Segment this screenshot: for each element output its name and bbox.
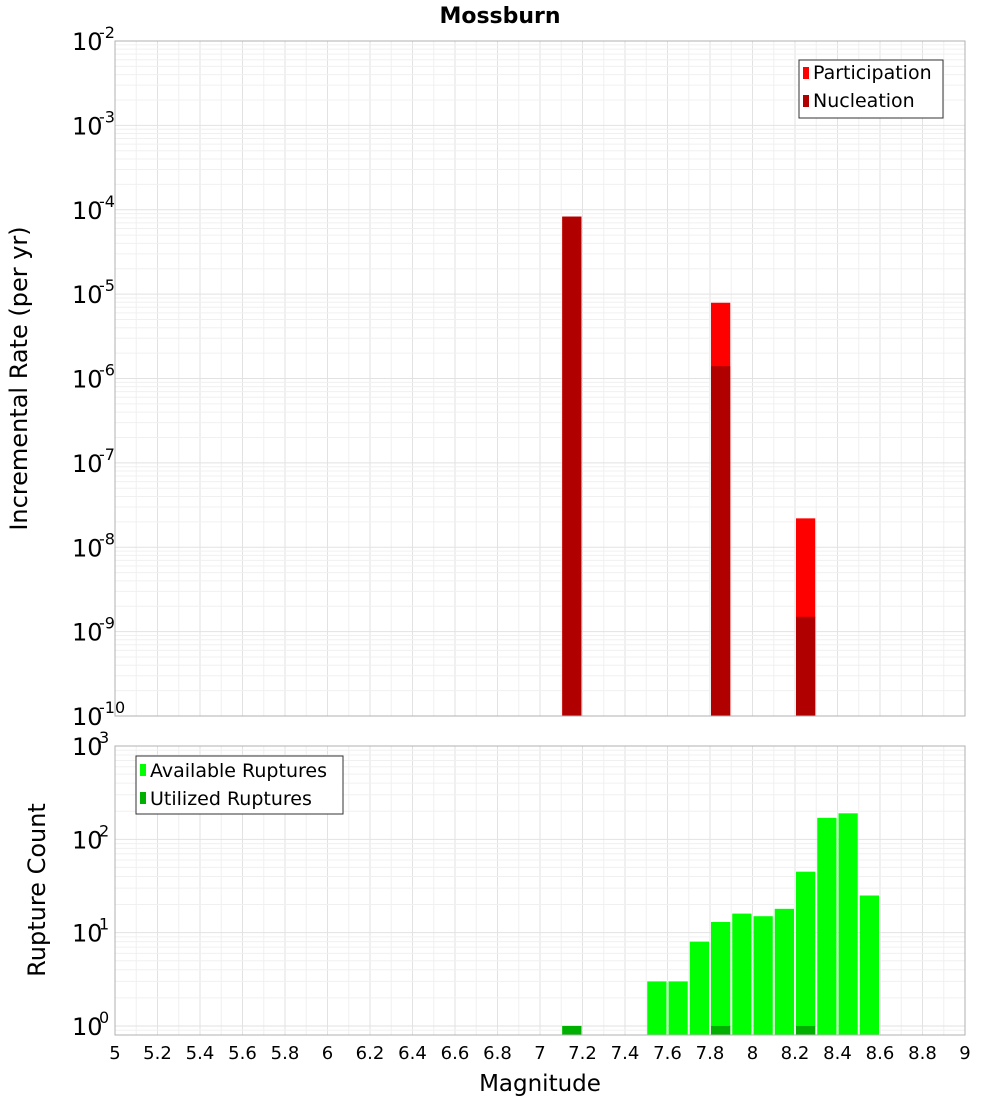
y-tick-label: 10 [72, 733, 103, 761]
legend-swatch-nucleation [803, 95, 809, 107]
x-tick-label: 6.8 [483, 1043, 512, 1064]
rate-bar-nucleation [711, 366, 731, 716]
count-bar-available-ruptures [774, 908, 794, 1035]
bottom-plot-border [114, 745, 966, 1036]
x-tick-label: 5.2 [143, 1043, 172, 1064]
y-tick-exponent: -7 [99, 445, 115, 464]
x-tick-label: 7.4 [611, 1043, 640, 1064]
y-tick-label: 10 [72, 112, 103, 140]
y-tick-label: 10 [72, 28, 103, 56]
y-tick-exponent: 1 [99, 915, 109, 934]
y-tick-label: 10 [72, 197, 103, 225]
count-bar-available-ruptures [796, 871, 816, 1035]
count-bar-available-ruptures [753, 916, 773, 1035]
y-tick-exponent: 0 [99, 1008, 109, 1027]
x-axis-label: Magnitude [479, 1071, 601, 1097]
y-tick-label: 10 [72, 534, 103, 562]
x-tick-label: 8.4 [823, 1043, 852, 1064]
count-bar-available-ruptures [668, 981, 688, 1035]
top-bars [562, 216, 816, 716]
chart-title: Mossburn [439, 4, 560, 29]
y-tick-label: 10 [72, 703, 103, 731]
count-bar-available-ruptures [838, 813, 858, 1035]
x-tick-label: 6.4 [398, 1043, 427, 1064]
y-tick-label: 10 [72, 826, 103, 854]
x-tick-label: 5.4 [186, 1043, 215, 1064]
y-tick-exponent: -5 [99, 276, 115, 295]
top-grid [114, 40, 966, 717]
x-tick-label: 7.8 [696, 1043, 725, 1064]
y-tick-exponent: -3 [99, 107, 115, 126]
x-tick-label: 5 [109, 1043, 120, 1064]
x-tick-label: 6.6 [441, 1043, 470, 1064]
count-bar-available-ruptures [859, 895, 879, 1035]
legend-swatch-participation [803, 67, 809, 79]
x-tick-label: 8.6 [866, 1043, 895, 1064]
top-panel: 10-210-310-410-510-610-710-810-910-10 In… [5, 23, 966, 731]
y-tick-label: 10 [72, 450, 103, 478]
y-tick-exponent: -4 [99, 192, 115, 211]
legend-label-participation: Participation [813, 62, 932, 84]
rate-bar-nucleation [796, 616, 816, 716]
y-tick-label: 10 [72, 920, 103, 948]
y-tick-label: 10 [72, 366, 103, 394]
x-tick-label: 6.2 [356, 1043, 385, 1064]
count-bar-available-ruptures [817, 817, 837, 1035]
x-tick-label: 9 [959, 1043, 970, 1064]
bottom-y-axis-label: Rupture Count [23, 803, 51, 977]
bottom-legend-box [135, 755, 344, 815]
count-bar-utilized-ruptures [711, 1025, 731, 1035]
x-tick-label: 7 [534, 1043, 545, 1064]
x-tick-labels: 5 5.2 5.4 5.6 5.8 6 6.2 6.4 6.6 6.8 7 7.2 7.4 7.6 7.8 8… [109, 1043, 970, 1064]
count-bar-available-ruptures [711, 922, 731, 1035]
legend-swatch-available [140, 764, 146, 776]
x-tick-label: 5.6 [228, 1043, 257, 1064]
y-tick-exponent: -10 [99, 698, 125, 717]
x-tick-label: 5.8 [271, 1043, 300, 1064]
x-tick-label: 8.8 [908, 1043, 937, 1064]
y-tick-exponent: 3 [99, 728, 109, 747]
x-tick-label: 6 [322, 1043, 333, 1064]
legend-label-utilized: Utilized Ruptures [150, 788, 312, 810]
top-y-axis-label: Incremental Rate (per yr) [5, 226, 33, 530]
top-legend-box [798, 59, 944, 119]
count-bar-utilized-ruptures [562, 1025, 582, 1035]
bottom-legend: Available Ruptures Utilized Ruptures [135, 755, 344, 815]
x-tick-label: 7.6 [653, 1043, 682, 1064]
y-tick-exponent: -8 [99, 529, 115, 548]
rate-bar-nucleation [562, 216, 582, 716]
legend-label-nucleation: Nucleation [813, 90, 915, 112]
count-bar-available-ruptures [647, 981, 667, 1035]
top-legend: Participation Nucleation [798, 59, 944, 119]
top-y-tick-labels: 10-210-310-410-510-610-710-810-910-10 [72, 23, 125, 731]
count-bar-available-ruptures [689, 941, 709, 1035]
y-tick-exponent: 2 [99, 821, 109, 840]
y-tick-exponent: -2 [99, 23, 115, 42]
x-tick-label: 7.2 [568, 1043, 597, 1064]
bottom-bars [562, 813, 879, 1035]
count-bar-available-ruptures [732, 913, 752, 1035]
y-tick-exponent: -6 [99, 361, 115, 380]
y-tick-label: 10 [72, 1013, 103, 1041]
legend-label-available: Available Ruptures [150, 760, 327, 782]
x-tick-label: 8 [747, 1043, 758, 1064]
x-tick-label: 8.2 [781, 1043, 810, 1064]
y-tick-exponent: -9 [99, 614, 115, 633]
y-tick-label: 10 [72, 281, 103, 309]
legend-swatch-utilized [140, 792, 146, 804]
count-bar-utilized-ruptures [796, 1025, 816, 1035]
top-plot-border [114, 40, 966, 717]
y-tick-label: 10 [72, 619, 103, 647]
